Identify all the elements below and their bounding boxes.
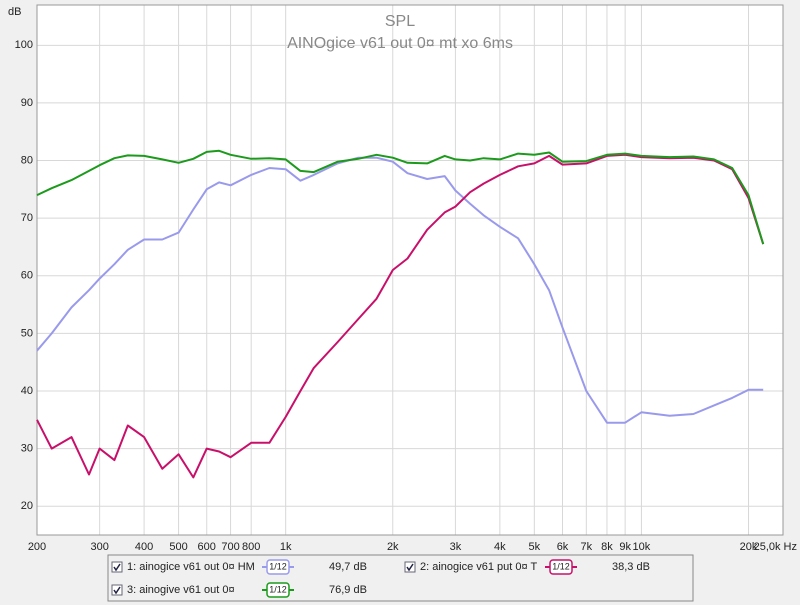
legend-box xyxy=(107,554,694,602)
x-tick-label: 1k xyxy=(280,541,292,553)
x-tick-label: 500 xyxy=(169,541,187,553)
plot-area xyxy=(36,4,784,536)
legend-value: 76,9 dB xyxy=(329,584,367,596)
legend-entry: 3: ainogive v61 out 0¤ 1/12 76,9 dB xyxy=(111,582,367,598)
y-tick-label: 30 xyxy=(21,442,33,454)
legend-checkbox xyxy=(111,561,123,573)
x-tick-label: 9k xyxy=(619,541,631,553)
x-tick-label: 300 xyxy=(90,541,108,553)
x-tick-label: 400 xyxy=(135,541,153,553)
legend-smoothing: 1/12 xyxy=(552,561,570,571)
y-tick-label: 100 xyxy=(15,39,33,51)
legend-name: 2: ainogice v61 put 0¤ T xyxy=(420,561,537,573)
x-tick-label: 20k xyxy=(740,541,758,553)
series-line xyxy=(36,153,765,479)
x-tick-label: 2k xyxy=(387,541,399,553)
legend-value: 49,7 dB xyxy=(329,561,367,573)
y-axis-label: dB xyxy=(8,6,21,18)
legend-smoothing-box xyxy=(549,559,573,575)
legend-checkbox xyxy=(111,584,123,596)
y-tick-label: 60 xyxy=(21,270,33,282)
x-tick-label: 8k xyxy=(601,541,613,553)
x-tick-label: 200 xyxy=(28,541,46,553)
legend-entry: 2: ainogice v61 put 0¤ T 1/12 38,3 dB xyxy=(404,559,650,575)
x-tick-label: 700 xyxy=(221,541,239,553)
legend-smoothing: 1/12 xyxy=(269,584,287,594)
y-tick-label: 80 xyxy=(21,154,33,166)
x-tick-label: 25,0k Hz xyxy=(754,541,797,553)
legend-check xyxy=(113,586,121,595)
x-tick-label: 10k xyxy=(633,541,651,553)
y-tick-label: 70 xyxy=(21,212,33,224)
x-tick-label: 5k xyxy=(529,541,541,553)
x-tick-label: 800 xyxy=(242,541,260,553)
x-tick-label: 7k xyxy=(581,541,593,553)
series-line xyxy=(36,156,764,424)
chart-title: SPL xyxy=(385,13,415,30)
series-line xyxy=(36,149,765,245)
y-tick-label: 20 xyxy=(21,500,33,512)
legend-check xyxy=(406,563,414,572)
legend-check xyxy=(113,563,121,572)
x-tick-label: 4k xyxy=(494,541,506,553)
legend-name: 1: ainogice v61 out 0¤ HM xyxy=(127,561,255,573)
legend-smoothing-box xyxy=(266,582,290,598)
x-tick-label: 3k xyxy=(450,541,462,553)
x-tick-label: 6k xyxy=(557,541,569,553)
x-tick-label: 600 xyxy=(198,541,216,553)
legend-smoothing-box xyxy=(266,559,290,575)
chart-subtitle: AINOgice v61 out 0¤ mt xo 6ms xyxy=(287,35,513,52)
legend-checkbox xyxy=(404,561,416,573)
legend-entry: 1: ainogice v61 out 0¤ HM 1/12 49,7 dB xyxy=(111,559,367,575)
legend-smoothing: 1/12 xyxy=(269,561,287,571)
y-tick-label: 90 xyxy=(21,97,33,109)
y-tick-label: 50 xyxy=(21,327,33,339)
y-tick-label: 40 xyxy=(21,385,33,397)
plot-border xyxy=(36,4,784,536)
legend-name: 3: ainogive v61 out 0¤ xyxy=(127,584,235,596)
legend-value: 38,3 dB xyxy=(612,561,650,573)
